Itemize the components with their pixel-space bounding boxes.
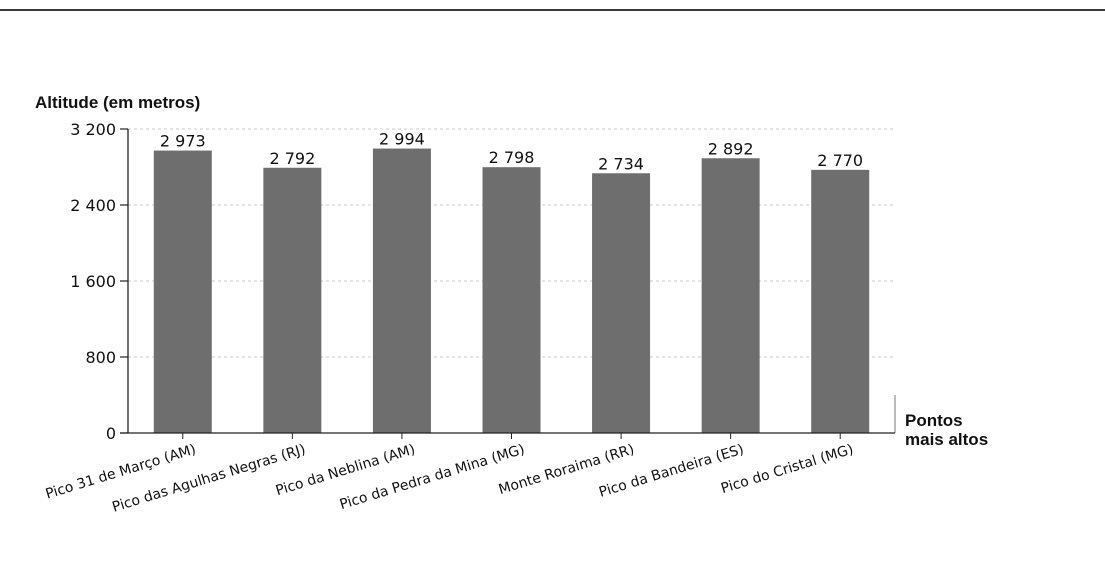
y-axis: 0 800 1 600 2 400 3 200 — [70, 120, 129, 443]
gridlines — [128, 128, 896, 433]
bar — [592, 173, 651, 433]
y-tick-label: 800 — [85, 348, 116, 367]
x-axis-title-line-2: mais altos — [905, 430, 988, 449]
bar-value-label: 2 994 — [379, 130, 425, 149]
bar-value-label: 2 973 — [160, 132, 206, 151]
bar — [811, 169, 870, 433]
y-axis-title: Altitude (em metros) — [35, 93, 200, 112]
bar-value-label: 2 792 — [269, 149, 315, 168]
bar — [263, 167, 322, 433]
x-axis: Pico 31 de Março (AM)Pico das Agulhas Ne… — [44, 432, 895, 516]
bars: 2 973 2 792 2 994 2 798 2 734 2 892 2 770 — [153, 130, 870, 433]
bar — [372, 148, 431, 433]
bar — [153, 150, 212, 433]
bar — [701, 158, 760, 433]
y-tick-label: 2 400 — [70, 196, 116, 215]
bar-value-label: 2 892 — [708, 139, 754, 158]
x-axis-title-line-1: Pontos — [905, 411, 963, 430]
bar — [482, 167, 541, 433]
x-tick-label: Pico da Pedra da Mina (MG) — [338, 442, 527, 514]
bar-value-label: 2 798 — [489, 148, 535, 167]
x-tick-label: Pico das Agulhas Negras (RJ) — [110, 442, 307, 516]
y-tick-label: 1 600 — [70, 272, 116, 291]
top-rule — [0, 9, 1105, 11]
y-tick-label: 0 — [106, 424, 116, 443]
y-tick-label: 3 200 — [70, 120, 116, 139]
bar-value-label: 2 734 — [598, 154, 644, 173]
bar-value-label: 2 770 — [817, 151, 863, 170]
